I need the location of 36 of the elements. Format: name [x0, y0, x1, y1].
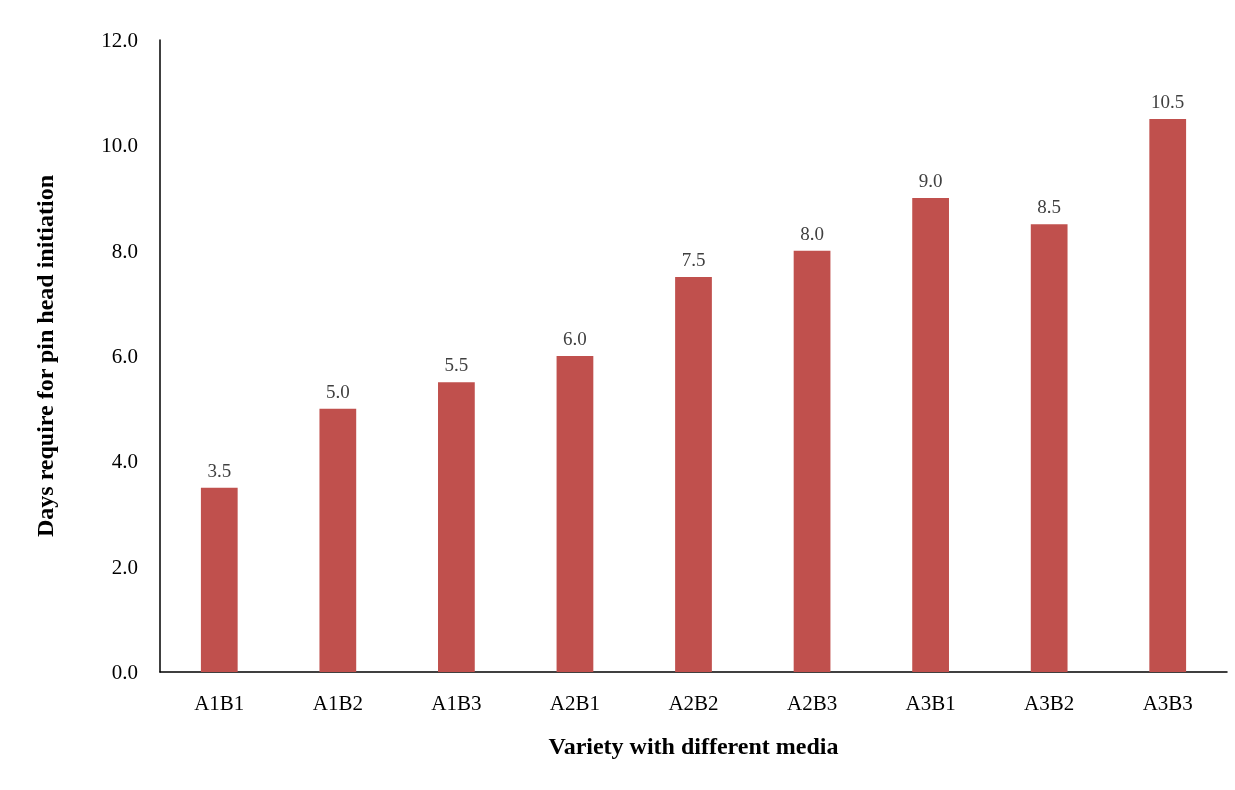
bar [556, 356, 594, 672]
data-label: 8.0 [800, 222, 824, 244]
y-tick-label: 12.0 [101, 28, 138, 52]
bar [793, 250, 831, 672]
y-tick-label: 0.0 [111, 660, 138, 684]
bar [438, 382, 475, 672]
bar [1149, 119, 1187, 672]
data-label: 3.5 [207, 459, 232, 481]
bar [200, 487, 238, 672]
y-tick-label: 2.0 [111, 554, 138, 579]
x-axis-title: Variety with different media [548, 733, 839, 759]
y-tick-label: 8.0 [111, 238, 138, 263]
bar [1030, 224, 1068, 672]
data-label: 5.5 [444, 354, 469, 376]
x-tick-label: A2B3 [786, 690, 838, 715]
data-label: 10.5 [1151, 91, 1185, 112]
y-tick-label: 10.0 [101, 133, 138, 158]
x-tick-label: A3B3 [1142, 690, 1193, 715]
data-label: 5.0 [325, 380, 350, 402]
x-tick-label: A2B1 [549, 690, 601, 715]
y-tick-label: 4.0 [111, 449, 138, 474]
x-tick-label: A3B2 [1024, 690, 1075, 715]
data-label: 8.5 [1037, 196, 1062, 218]
x-tick-label: A1B3 [431, 690, 482, 715]
data-label: 6.0 [563, 328, 587, 349]
x-tick-label: A3B1 [905, 690, 956, 715]
x-tick-label: A1B2 [312, 690, 363, 715]
bar [912, 198, 949, 672]
x-tick-label: A1B1 [194, 690, 245, 715]
bar [319, 408, 357, 672]
data-label: 7.5 [681, 249, 706, 270]
bar [675, 277, 712, 672]
y-tick-label: 6.0 [111, 344, 138, 368]
x-tick-label: A2B2 [668, 690, 719, 715]
data-label: 9.0 [918, 170, 943, 191]
y-axis-title: Days require for pin head initiation [32, 174, 58, 538]
